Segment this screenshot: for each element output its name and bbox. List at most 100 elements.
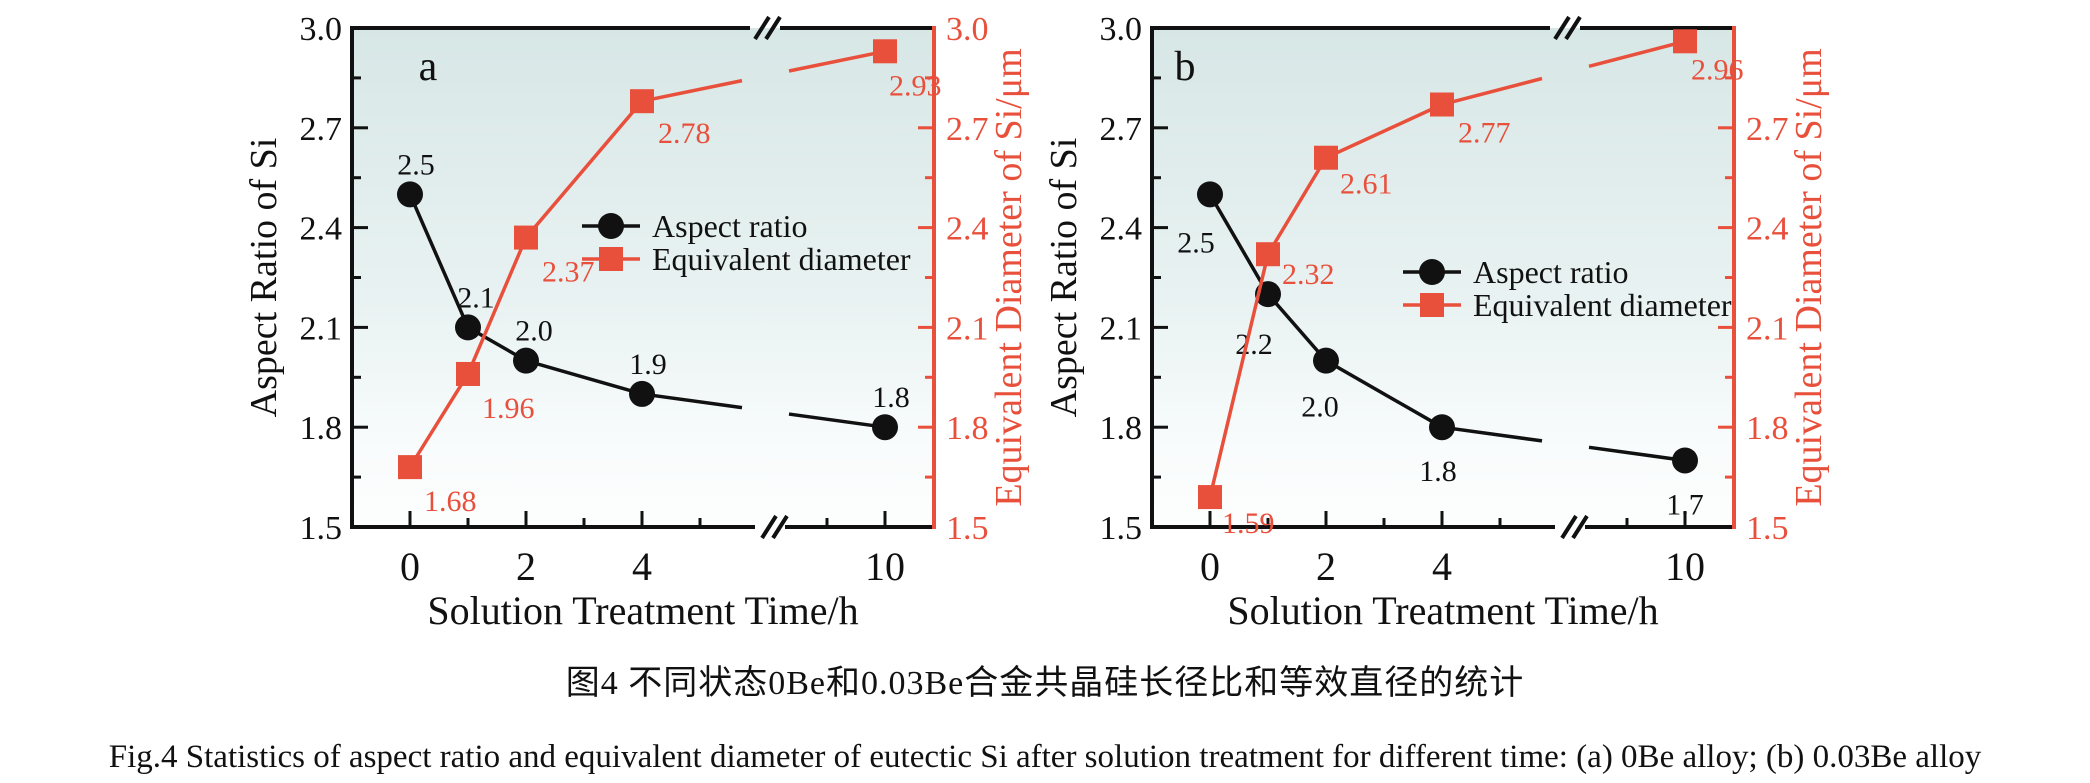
bottom-axis-tick-label: 4 — [632, 544, 652, 589]
diameter-point-label: 2.78 — [658, 117, 711, 150]
left-axis-tick-label: 3.0 — [300, 11, 343, 48]
aspect-ratio-point-marker — [872, 414, 898, 441]
diameter-line — [788, 49, 886, 73]
legend-entry-label: Equivalent diameter — [1473, 287, 1732, 323]
diameter-point-label: 2.77 — [1458, 117, 1511, 150]
right-axis-title: Equivalent Diameter of Si/μm — [988, 48, 1030, 506]
equivalent-diameter-point-marker — [1673, 29, 1697, 54]
aspect-ratio-point-marker — [629, 380, 655, 407]
aspect-point-label: 2.0 — [1301, 391, 1339, 424]
bottom-axis-tick-label: 0 — [1200, 544, 1220, 589]
left-axis-tick-label: 2.7 — [300, 111, 343, 148]
left-axis-tick-label: 2.4 — [1100, 211, 1143, 248]
bottom-axis-tick-label: 10 — [1665, 544, 1705, 589]
aspect-ratio-point-marker — [1429, 414, 1455, 441]
legend-entry-label: Aspect ratio — [1473, 254, 1629, 290]
aspect-ratio-point-marker — [1197, 181, 1223, 208]
diameter-point-label: 2.32 — [1282, 258, 1335, 291]
aspect-ratio-point-marker — [455, 314, 481, 341]
diameter-point-label: 2.61 — [1340, 168, 1393, 201]
equivalent-diameter-point-marker — [398, 455, 422, 480]
chart-panel-b: 3.0 2.7 2.4 2.1 1.8 1.5 2.7 2.4 2.1 1.8 1.5 0 2 4 10 As… — [1043, 11, 1830, 633]
top-axis-break-mark — [1553, 15, 1571, 41]
top-axis-break-mark — [764, 15, 782, 41]
diameter-line — [1441, 76, 1543, 107]
right-axis-title: Equivalent Diameter of Si/μm — [1788, 48, 1830, 506]
aspect-point-label: 2.5 — [397, 148, 435, 181]
panel-letter: b — [1175, 44, 1196, 90]
right-axis-tick-label: 1.5 — [1746, 510, 1789, 547]
legend-circle-marker — [598, 213, 624, 239]
equivalent-diameter-point-marker — [1256, 242, 1280, 267]
right-axis-tick-label: 1.8 — [1746, 410, 1789, 447]
diameter-line — [408, 100, 644, 469]
equivalent-diameter-point-marker — [630, 89, 654, 114]
right-axis-tick-label: 2.1 — [1746, 310, 1789, 347]
aspect-line — [1208, 193, 1443, 429]
legend-entry-label: Equivalent diameter — [652, 241, 911, 277]
left-axis-tick-label: 3.0 — [1100, 11, 1143, 48]
bottom-axis-tick-label: 10 — [865, 544, 905, 589]
diameter-point-label: 2.93 — [889, 69, 942, 102]
left-axis-title: Aspect Ratio of Si — [1043, 138, 1085, 418]
right-axis-tick-label: 2.4 — [1746, 211, 1789, 248]
x-axis-title: Solution Treatment Time/h — [427, 588, 858, 633]
bottom-axis-break-mark — [1571, 514, 1589, 540]
right-axis-tick-label: 2.1 — [946, 310, 989, 347]
x-axis-title: Solution Treatment Time/h — [1227, 588, 1658, 633]
chart-panel-a: 3.0 2.7 2.4 2.1 1.8 1.5 3.0 2.7 2.4 2.1 1.8 1.5 0 2 4 1… — [243, 11, 1030, 633]
top-axis-break-mark — [753, 15, 771, 41]
aspect-ratio-point-marker — [1672, 447, 1698, 474]
left-axis-tick-label: 2.7 — [1100, 111, 1143, 148]
bottom-axis-tick-label: 2 — [1316, 544, 1336, 589]
top-axis-break-mark — [1564, 15, 1582, 41]
left-axis-tick-label: 2.1 — [300, 310, 343, 347]
aspect-ratio-point-marker — [513, 347, 539, 374]
diameter-point-label: 2.37 — [542, 256, 595, 289]
bottom-axis-tick-label: 2 — [516, 544, 536, 589]
left-axis-tick-label: 1.8 — [1100, 410, 1143, 447]
bottom-axis-tick-label: 0 — [400, 544, 420, 589]
aspect-ratio-point-marker — [397, 181, 423, 208]
diameter-point-label: 1.96 — [482, 392, 535, 425]
caption-chinese: 图4 不同状态0Be和0.03Be合金共晶硅长径比和等效直径的统计 — [565, 665, 1525, 702]
aspect-point-label: 2.0 — [515, 315, 553, 348]
diameter-point-label: 1.59 — [1222, 507, 1275, 540]
equivalent-diameter-point-marker — [1314, 145, 1338, 170]
aspect-point-label: 2.5 — [1177, 226, 1215, 259]
aspect-line — [1441, 425, 1543, 443]
equivalent-diameter-point-marker — [873, 39, 897, 64]
legend-circle-marker — [1419, 259, 1445, 285]
right-axis-tick-label: 1.8 — [946, 410, 989, 447]
legend-entry-label: Aspect ratio — [652, 208, 808, 244]
right-axis-tick-label: 2.7 — [1746, 111, 1789, 148]
aspect-point-label: 2.2 — [1235, 328, 1273, 361]
aspect-point-label: 2.1 — [457, 281, 495, 314]
left-axis-tick-label: 1.8 — [300, 410, 343, 447]
aspect-line — [408, 193, 643, 396]
diameter-line — [1588, 39, 1686, 68]
left-axis-title: Aspect Ratio of Si — [243, 138, 285, 418]
panel-letter: a — [419, 44, 438, 90]
left-axis-tick-label: 1.5 — [300, 510, 343, 547]
left-axis-tick-label: 2.4 — [300, 211, 343, 248]
caption-english: Fig.4 Statistics of aspect ratio and equ… — [108, 739, 1982, 775]
right-axis-tick-label: 1.5 — [946, 510, 989, 547]
diameter-line — [1208, 102, 1443, 498]
aspect-line — [788, 412, 886, 429]
bottom-axis-break-mark — [760, 514, 778, 540]
legend-square-marker — [599, 247, 623, 271]
aspect-line — [1588, 445, 1686, 463]
aspect-point-label: 1.7 — [1666, 488, 1704, 521]
left-axis-tick-label: 2.1 — [1100, 310, 1143, 347]
bottom-axis-break-mark — [1560, 514, 1578, 540]
left-axis-tick-label: 1.5 — [1100, 510, 1143, 547]
right-axis-tick-label: 2.7 — [946, 111, 989, 148]
diameter-line — [641, 78, 743, 103]
aspect-ratio-point-marker — [1313, 347, 1339, 374]
diameter-point-label: 1.68 — [424, 485, 477, 518]
equivalent-diameter-point-marker — [1198, 485, 1222, 510]
diameter-point-label: 2.96 — [1691, 53, 1744, 86]
bottom-axis-tick-label: 4 — [1432, 544, 1452, 589]
